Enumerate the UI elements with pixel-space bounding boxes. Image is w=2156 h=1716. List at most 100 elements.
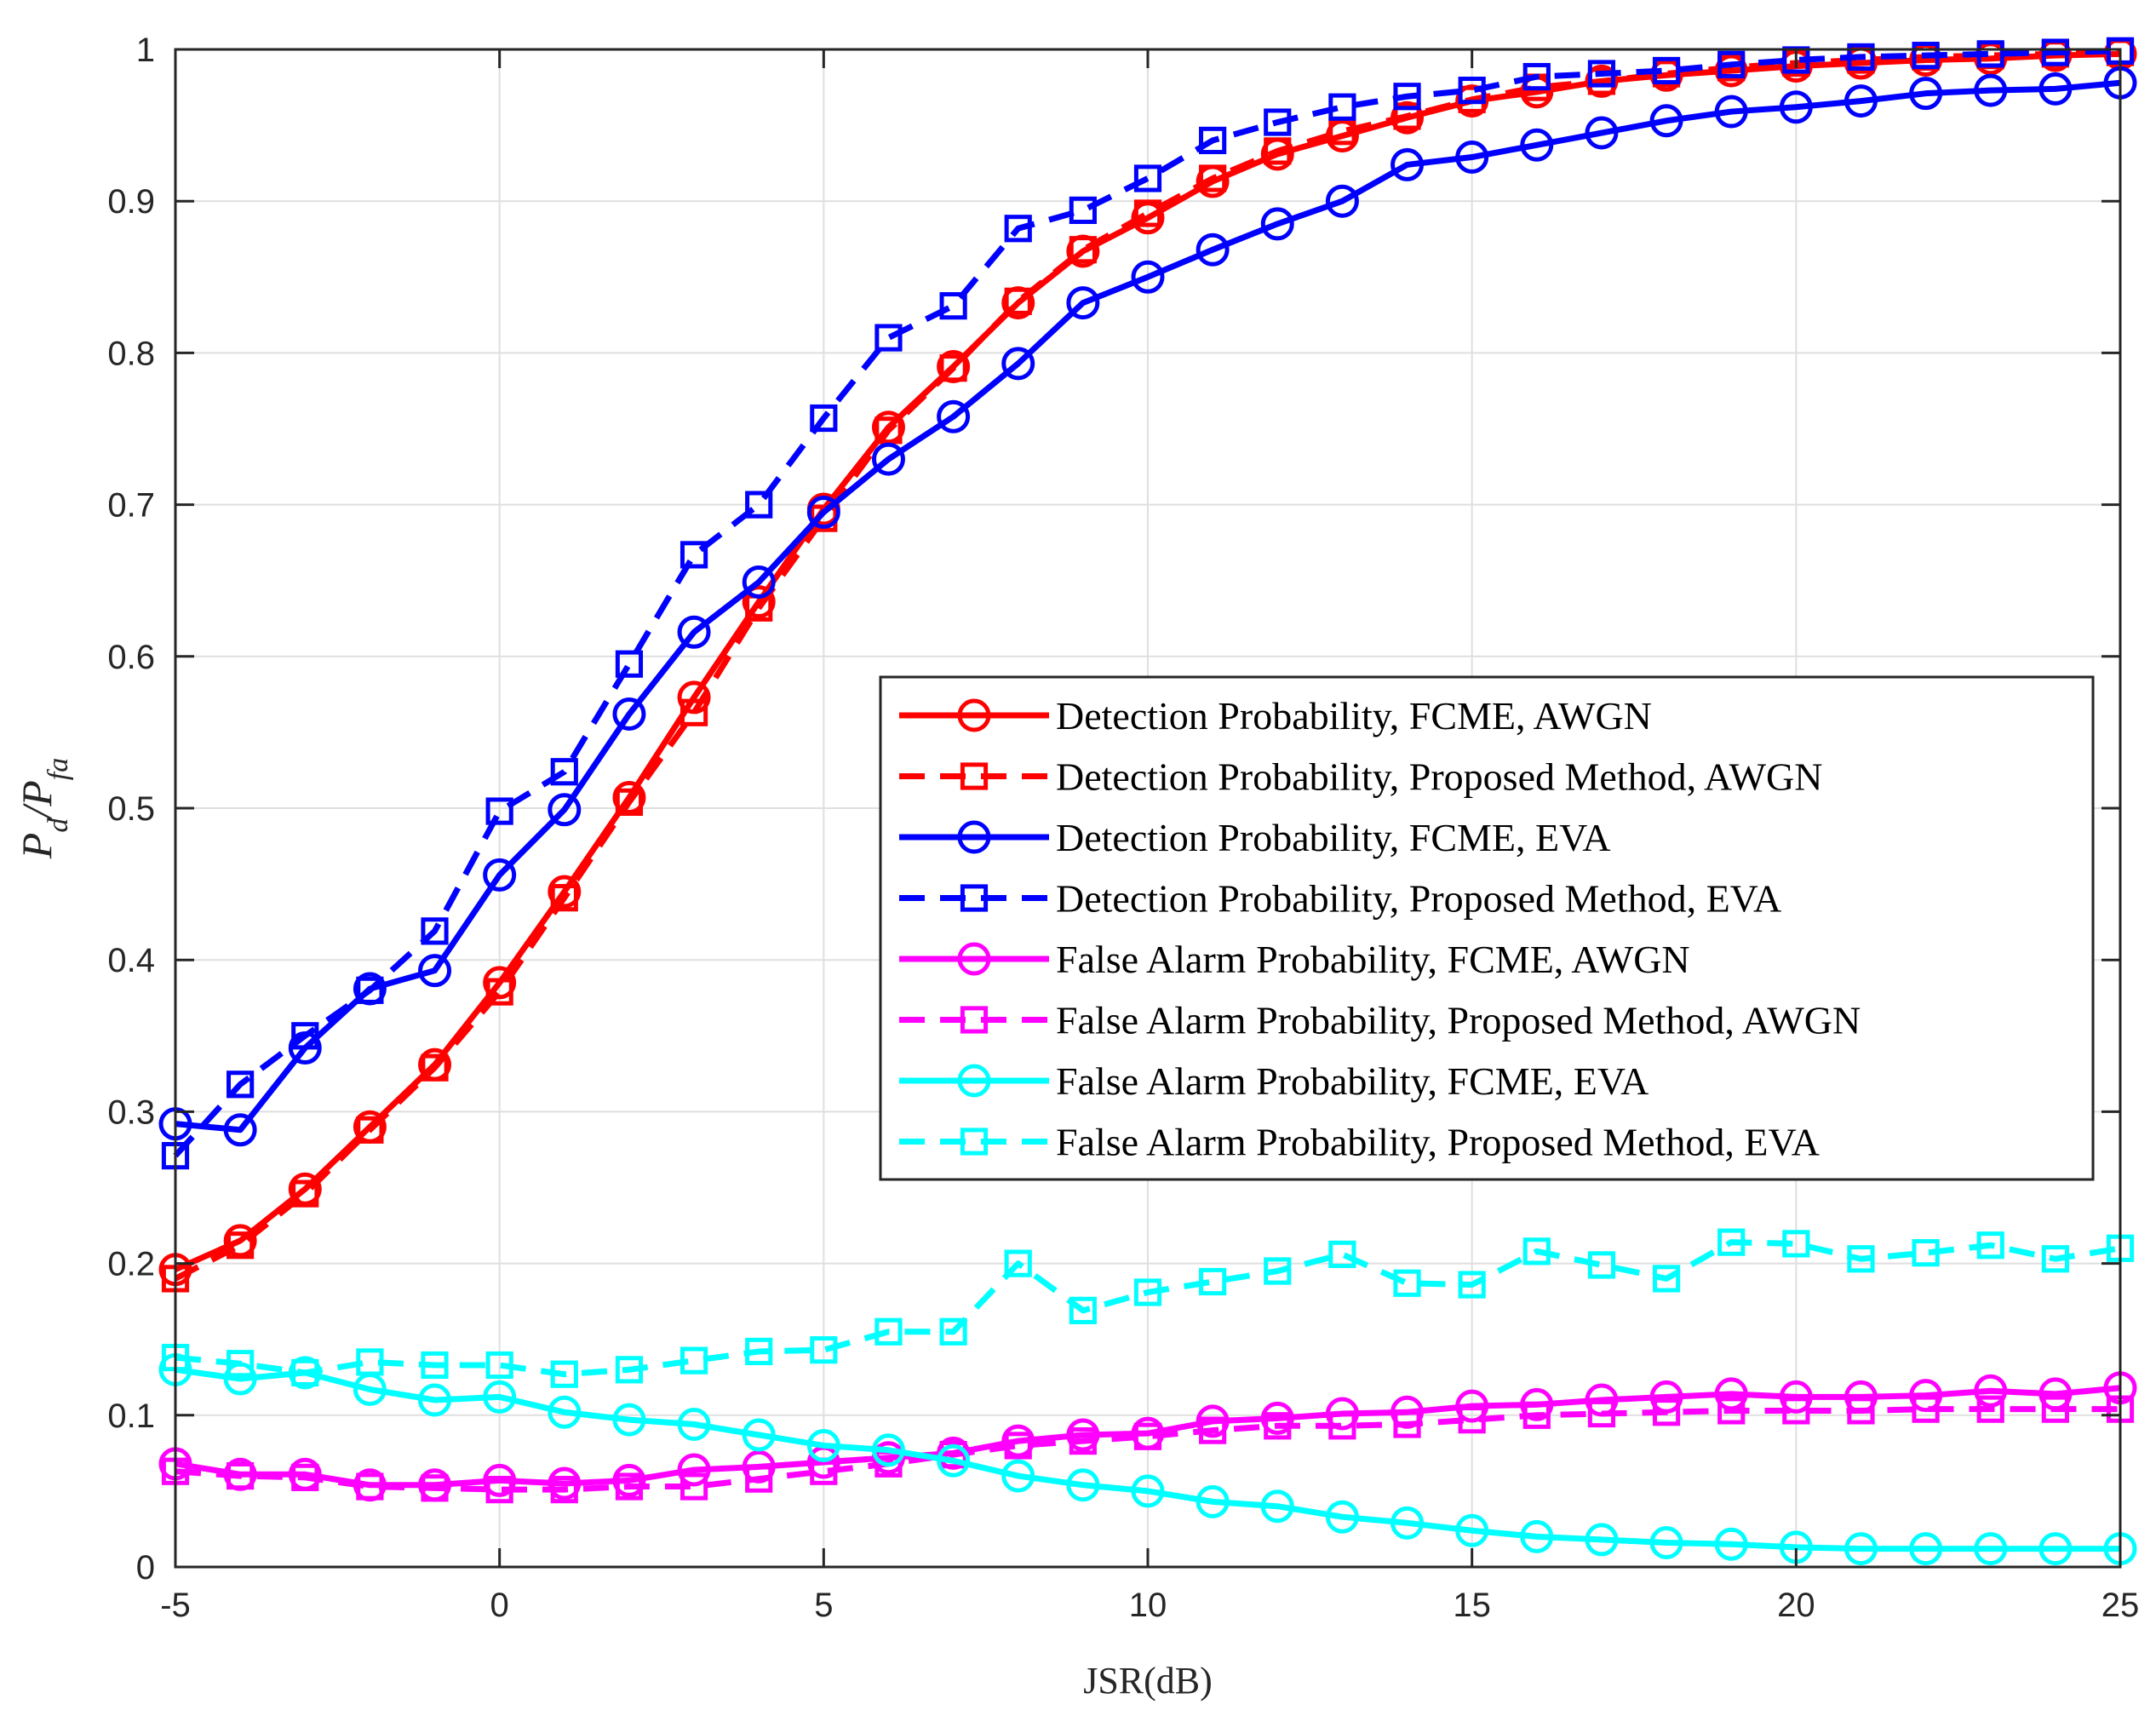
legend-marker (957, 942, 991, 976)
data-point (223, 1113, 257, 1147)
data-point (421, 917, 449, 945)
data-point (1066, 1418, 1100, 1452)
data-point (677, 615, 711, 649)
legend-marker (957, 698, 991, 732)
data-point (806, 496, 840, 530)
data-point (1974, 1532, 2008, 1566)
data-point (1328, 93, 1356, 121)
data-point (1587, 1399, 1616, 1428)
data-point (677, 1453, 711, 1487)
data-point (291, 1179, 319, 1208)
data-point (483, 1380, 517, 1414)
data-point (1847, 1245, 1875, 1273)
data-point (874, 1317, 903, 1346)
data-point (1717, 1228, 1746, 1256)
data-point (1455, 1513, 1489, 1547)
data-point (483, 858, 517, 892)
data-point (291, 1022, 319, 1050)
data-point (2038, 1532, 2073, 1566)
data-point (483, 966, 517, 1000)
legend-label: Detection Probability, FCME, AWGN (1056, 694, 1652, 737)
data-point (1782, 1230, 1810, 1258)
data-point (806, 1428, 840, 1462)
data-point (1260, 1489, 1294, 1524)
data-point (679, 1346, 708, 1375)
data-point (1196, 1404, 1230, 1438)
data-point (1587, 1251, 1616, 1279)
data-point (939, 292, 967, 320)
axis-ticks: -5 0 5 10 15 20 2500.10.20.30.40.50.60.70.80.9… (107, 32, 2139, 1624)
data-point (226, 1350, 255, 1378)
x-tick-label: 20 (1777, 1587, 1815, 1624)
data-point (1264, 1412, 1292, 1440)
data-point (1649, 1525, 1683, 1559)
y-tick-label: 0.9 (107, 183, 155, 221)
data-point (548, 1395, 582, 1429)
data-point (226, 1231, 255, 1260)
data-point (1912, 1395, 1940, 1423)
data-point (1909, 77, 1943, 111)
data-point (1004, 287, 1032, 315)
data-point (1974, 1374, 2008, 1408)
data-point (871, 442, 905, 476)
data-point (1976, 1395, 2004, 1423)
data-point (356, 976, 384, 1004)
data-point (1069, 1296, 1097, 1324)
y-tick-label: 1 (136, 32, 155, 69)
legend: Detection Probability, FCME, AWGN Detecti… (879, 675, 2095, 1181)
data-point (226, 1070, 255, 1099)
data-point (874, 324, 903, 352)
data-point (1717, 50, 1746, 78)
y-axis-title: Pd/Pfa (13, 758, 74, 859)
data-point (1909, 1379, 1943, 1413)
legend-marker (957, 820, 991, 854)
data-point (1393, 83, 1421, 111)
data-point (679, 541, 708, 569)
data-point (1328, 1240, 1356, 1269)
data-point (679, 698, 708, 726)
data-point (1069, 196, 1097, 224)
data-point (1133, 1422, 1162, 1450)
data-point (485, 978, 513, 1006)
data-point (548, 793, 582, 827)
data-point (615, 1472, 644, 1501)
legend-box (879, 675, 2095, 1181)
data-point (1066, 1468, 1100, 1502)
data-point (1199, 1416, 1227, 1444)
y-tick-label: 0.2 (107, 1246, 155, 1283)
data-point (1649, 104, 1683, 138)
y-tick-label: 0.8 (107, 335, 155, 372)
data-point (1196, 1484, 1230, 1518)
data-point (1843, 84, 1878, 118)
data-point (550, 1476, 578, 1504)
legend-marker (960, 1128, 989, 1156)
data-point (1782, 1397, 1810, 1425)
data-point (742, 585, 776, 619)
data-point (677, 1407, 711, 1441)
data-point (1001, 1459, 1035, 1493)
legend-item: False Alarm Probability, FCME, AWGN (899, 938, 1690, 981)
x-tick-label: 5 (814, 1587, 833, 1624)
data-point (1714, 95, 1748, 129)
legend-label: Detection Probability, Proposed Method, … (1056, 877, 1781, 921)
data-point (1133, 164, 1162, 192)
data-point (1196, 232, 1230, 267)
data-point (1131, 260, 1165, 294)
data-point (1974, 73, 2008, 107)
data-point (1199, 1267, 1227, 1296)
data-point (810, 1336, 838, 1364)
series-line (175, 79, 2121, 1133)
data-point (550, 758, 578, 786)
legend-label: False Alarm Probability, FCME, EVA (1056, 1059, 1649, 1103)
legend-item: False Alarm Probability, Proposed Method… (899, 1121, 1820, 1164)
legend-item: False Alarm Probability, FCME, EVA (899, 1059, 1649, 1103)
legend-items: Detection Probability, FCME, AWGN Detecti… (899, 694, 1861, 1164)
data-point (421, 1053, 449, 1082)
data-point (745, 1337, 773, 1366)
data-point (612, 1403, 646, 1437)
data-point (615, 1356, 644, 1384)
data-point (1325, 1397, 1359, 1431)
data-point (291, 1358, 319, 1387)
y-axis-title-sep: /P (13, 780, 60, 820)
x-tick-label: -5 (160, 1587, 191, 1624)
